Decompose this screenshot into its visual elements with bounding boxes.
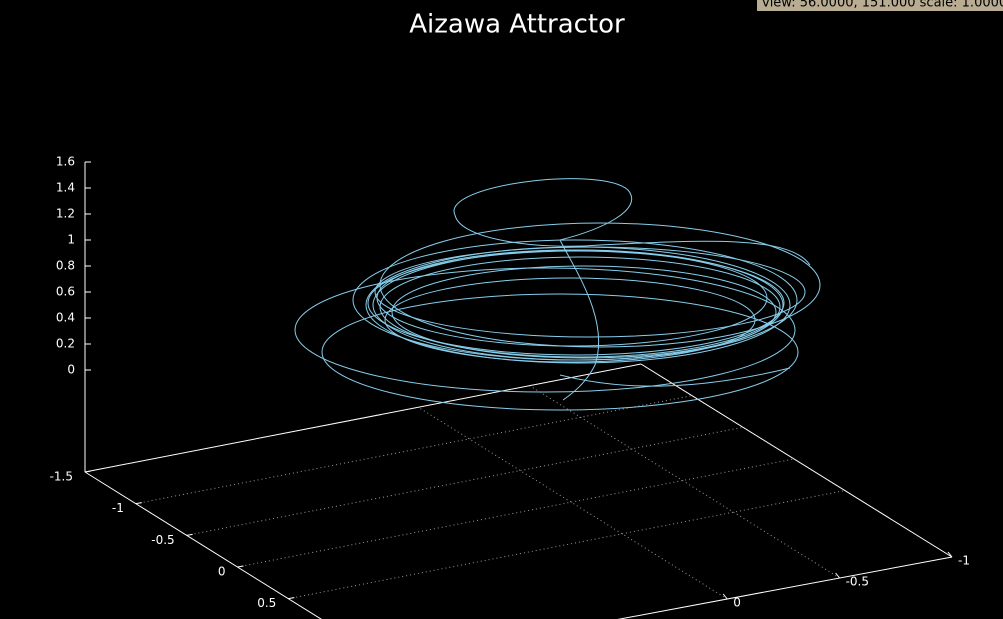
z-tick-label: 1.6: [56, 155, 75, 169]
curve-segment: [559, 239, 600, 401]
grid-line: [288, 490, 845, 600]
grid-line: [528, 384, 840, 579]
curve-segment: [453, 178, 633, 241]
y-tick-label: -0.5: [846, 575, 869, 589]
z-tick-label: 1.4: [56, 181, 75, 195]
y-tick-label: -1: [958, 554, 970, 568]
x-tick: [288, 597, 295, 600]
floor-edge: [84, 471, 322, 619]
curve-segment: [559, 367, 791, 387]
curve-segment: [374, 246, 806, 338]
z-tick-label: 0.2: [56, 337, 75, 351]
x-tick: [186, 533, 193, 536]
x-tick-label: -0.5: [151, 533, 174, 547]
curve-segment: [379, 222, 821, 348]
curve-segment: [321, 293, 799, 411]
z-tick-label: 0: [67, 363, 75, 377]
x-tick-label: -1: [112, 501, 124, 515]
attractor-curve: [294, 178, 821, 411]
curve-segment: [294, 267, 796, 393]
z-tick-label: 0.8: [56, 259, 75, 273]
z-tick-label: 0.6: [56, 285, 75, 299]
y-tick-label: 0: [733, 596, 741, 610]
x-tick: [135, 502, 142, 505]
z-tick-label: 0.4: [56, 311, 75, 325]
curve-segment: [454, 214, 811, 266]
chart-title: Aizawa Attractor: [409, 10, 625, 40]
x-tick-label: -1.5: [50, 470, 73, 484]
z-tick-label: 1.2: [56, 207, 75, 221]
curve-segment: [384, 277, 756, 363]
floor-edge: [617, 556, 953, 619]
grid-line: [186, 426, 743, 536]
y-tick: [722, 593, 728, 600]
y-tick: [947, 551, 953, 558]
grid-line: [135, 395, 692, 505]
x-tick: [84, 470, 92, 473]
curve-segment: [391, 265, 777, 359]
curve-segment: [367, 250, 785, 356]
status-text: view: 56.0000, 151.000 scale: 1.00000, 1…: [762, 0, 1003, 11]
x-tick-label: 0: [218, 565, 226, 579]
y-tick: [835, 572, 840, 579]
status-bar: [757, 0, 1003, 11]
floor-edge: [640, 363, 953, 558]
grid-line: [237, 458, 794, 568]
x-tick-label: 0.5: [257, 596, 276, 610]
floor-edge: [84, 363, 642, 473]
z-tick-label: 1: [67, 233, 75, 247]
floor-grid: [85, 364, 952, 600]
x-tick: [237, 565, 244, 568]
axes: 0 0.2 0.4 0.6 0.8 1 1.2 1.4 1.6 -1.5 -1 -0.5 0 0.5 -1 -…: [50, 155, 970, 619]
